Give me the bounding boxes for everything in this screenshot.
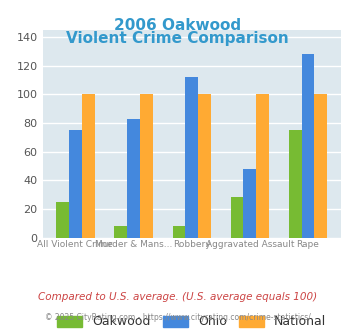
Legend: Oakwood, Ohio, National: Oakwood, Ohio, National <box>52 311 332 330</box>
Bar <box>140 94 153 238</box>
Bar <box>56 202 69 238</box>
Text: Violent Crime Comparison: Violent Crime Comparison <box>66 31 289 46</box>
Text: © 2025 CityRating.com - https://www.cityrating.com/crime-statistics/: © 2025 CityRating.com - https://www.city… <box>45 313 310 322</box>
Bar <box>69 130 82 238</box>
Bar <box>198 94 211 238</box>
Bar <box>231 197 244 238</box>
Bar <box>185 77 198 238</box>
Bar <box>244 169 256 238</box>
Bar <box>315 94 327 238</box>
Bar <box>256 94 269 238</box>
Bar <box>114 226 127 238</box>
Text: 2006 Oakwood: 2006 Oakwood <box>114 18 241 33</box>
Bar <box>127 118 140 238</box>
Bar <box>82 94 94 238</box>
Bar <box>173 226 185 238</box>
Bar <box>289 130 302 238</box>
Text: Compared to U.S. average. (U.S. average equals 100): Compared to U.S. average. (U.S. average … <box>38 292 317 302</box>
Bar <box>302 54 315 238</box>
